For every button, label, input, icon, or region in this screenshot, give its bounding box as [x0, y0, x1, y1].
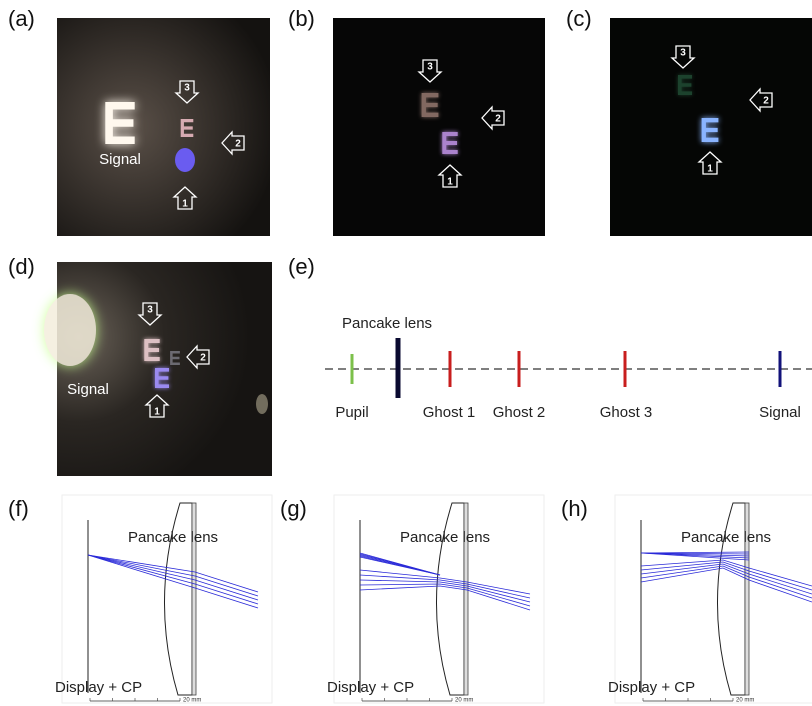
- lens-label: Pancake lens: [128, 529, 218, 546]
- letter-e: [105, 102, 134, 144]
- panel-label: (a): [8, 6, 35, 31]
- photo: [610, 18, 812, 236]
- panel-label: (g): [280, 496, 307, 521]
- signal-label: Signal: [99, 151, 141, 168]
- glow: [44, 294, 96, 366]
- marker-number: 3: [147, 305, 153, 316]
- plane-label: Ghost 1: [423, 404, 476, 421]
- plane-label: Signal: [759, 404, 801, 421]
- panel-label: (h): [561, 496, 588, 521]
- display-label: Display + CP: [608, 679, 695, 696]
- letter-e: [702, 118, 719, 142]
- lens-label: Pancake lens: [681, 529, 771, 546]
- plane-label: Ghost 3: [600, 404, 653, 421]
- marker-number: 3: [184, 83, 190, 94]
- letter-e: [181, 119, 194, 137]
- panel-label: (f): [8, 496, 29, 521]
- scale-label: 20 mm: [183, 698, 201, 704]
- figure: (a) Signal 3 2 1 (b) 3 2 1 (c) 3 2 1 (d) Signal 3 2 1 (e) P…: [0, 0, 812, 706]
- lens-label: Pancake lens: [342, 315, 432, 332]
- plane-label: Pupil: [335, 404, 368, 421]
- panel-label: (d): [8, 254, 35, 279]
- trace-frame: [62, 495, 272, 703]
- letter-e: [170, 351, 180, 365]
- letter-e: [678, 75, 692, 95]
- marker-number: 3: [427, 62, 433, 73]
- marker-number: 2: [763, 96, 769, 107]
- marker-number: 1: [182, 199, 188, 210]
- panel-label: (c): [566, 6, 592, 31]
- panel-label: (e): [288, 254, 315, 279]
- letter-e: [155, 368, 169, 388]
- marker-number: 1: [447, 177, 453, 188]
- marker-number: 2: [235, 139, 241, 150]
- panel-label: (b): [288, 6, 315, 31]
- blob: [175, 148, 195, 172]
- trace-frame: [334, 495, 544, 703]
- trace-frame: [615, 495, 812, 703]
- letter-e: [422, 93, 439, 117]
- letter-e: [442, 132, 457, 154]
- marker-number: 2: [200, 353, 206, 364]
- marker-number: 1: [154, 407, 160, 418]
- scale-label: 20 mm: [455, 698, 473, 704]
- marker-number: 3: [680, 48, 686, 59]
- letter-e: [144, 339, 159, 361]
- glow: [256, 394, 268, 414]
- display-label: Display + CP: [327, 679, 414, 696]
- scale-label: 20 mm: [736, 698, 754, 704]
- plane-label: Ghost 2: [493, 404, 546, 421]
- display-label: Display + CP: [55, 679, 142, 696]
- marker-number: 1: [707, 164, 713, 175]
- lens-label: Pancake lens: [400, 529, 490, 546]
- photo: [333, 18, 545, 236]
- photo: [57, 18, 270, 236]
- marker-number: 2: [495, 114, 501, 125]
- signal-label: Signal: [67, 381, 109, 398]
